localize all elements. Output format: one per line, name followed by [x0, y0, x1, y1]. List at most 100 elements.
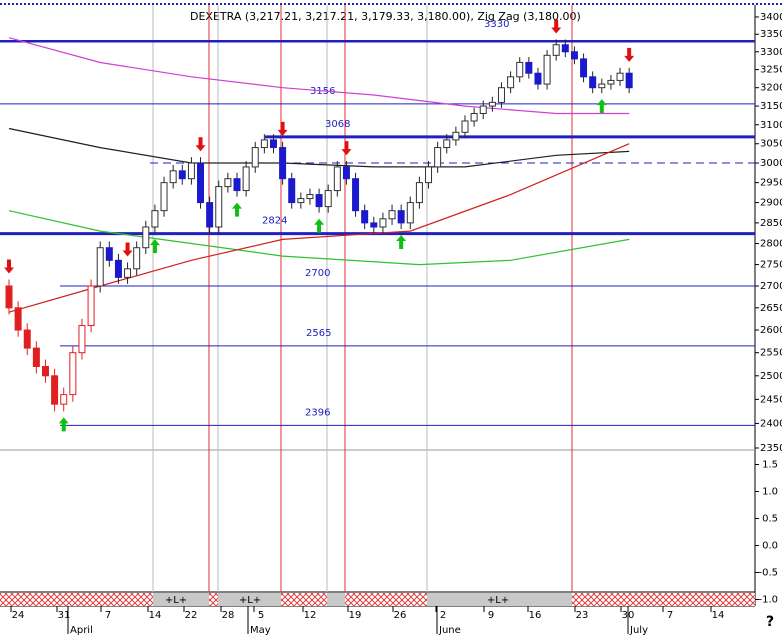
x-tick-label: 7	[105, 610, 111, 621]
ma-line	[8, 210, 630, 266]
candle-body	[260, 139, 268, 149]
candle-body	[516, 61, 524, 78]
candle-body	[552, 44, 560, 56]
candle-body	[589, 76, 597, 89]
cycle-strip	[0, 593, 755, 606]
buy-arrow	[232, 202, 242, 217]
y-tick-label: 2850	[760, 218, 782, 229]
y-tick-label: 2950	[760, 178, 782, 189]
buy-arrow	[149, 239, 160, 254]
strip-gray	[327, 593, 345, 606]
candle-body	[23, 329, 31, 349]
candle-body	[78, 325, 86, 354]
strip-gray	[218, 593, 281, 606]
chart-title: DEXETRA (3,217.21, 3,217.21, 3,179.33, 3…	[190, 10, 581, 23]
candle-body	[388, 210, 396, 220]
x-tick-label: 26	[394, 610, 407, 621]
x-tick-label: 14	[149, 610, 162, 621]
candle-body	[324, 190, 332, 208]
y-tick-label: 3000	[760, 158, 782, 169]
candle-body	[306, 194, 314, 200]
candle-body	[561, 44, 569, 53]
candle-body	[160, 182, 168, 212]
y2-tick-label: 0.5	[762, 514, 778, 525]
x-tick-label: 9	[488, 610, 494, 621]
candle-body	[580, 58, 588, 78]
y-tick-label: 3300	[760, 47, 782, 58]
y-tick-label: 2700	[760, 281, 782, 292]
x-tick-label: 16	[529, 610, 542, 621]
candle-body	[105, 247, 113, 261]
candle-body	[352, 178, 360, 212]
strip-label: +L+	[239, 595, 261, 606]
y-tick-label: 3100	[760, 120, 782, 131]
x-tick-label: 2	[440, 610, 446, 621]
y2-tick-label: 0.0	[762, 541, 778, 552]
candle-body	[607, 79, 615, 85]
candle-body	[197, 162, 205, 204]
y2-tick-label: 1.0	[762, 487, 778, 498]
y-tick-label: 2900	[760, 198, 782, 209]
candle-body	[169, 170, 177, 184]
candle-body	[479, 105, 487, 115]
x-tick-label: 7	[667, 610, 673, 621]
candle-body	[60, 394, 68, 405]
candle-body	[543, 54, 551, 85]
y-tick-label: 2450	[760, 394, 782, 405]
y-tick-label: 3050	[760, 139, 782, 150]
level-label: 3068	[325, 119, 350, 130]
strip-label: +L+	[487, 595, 509, 606]
candle-body	[96, 247, 104, 287]
x-tick-label: 22	[185, 610, 198, 621]
strip-gray	[153, 593, 209, 606]
month-label: April	[70, 625, 93, 636]
sell-arrow	[195, 137, 206, 152]
x-tick-label: 5	[258, 610, 264, 621]
candle-body	[461, 120, 469, 133]
y-tick-label: 2650	[760, 303, 782, 314]
y-tick-label: 2350	[760, 443, 782, 454]
level-label: 2824	[262, 216, 287, 227]
candle-body	[425, 166, 433, 184]
level-label: 3330	[484, 19, 509, 30]
x-tick-label: 12	[304, 610, 317, 621]
candle-body	[206, 202, 214, 228]
candle-body	[251, 147, 259, 168]
buy-arrow	[396, 235, 407, 250]
level-label: 2396	[305, 407, 330, 418]
candle-body	[625, 72, 633, 89]
candle-body	[124, 268, 132, 278]
candle-body	[87, 285, 95, 327]
candle-body	[370, 222, 378, 228]
x-tick-label: 28	[222, 610, 235, 621]
month-label: May	[250, 625, 271, 636]
strip-hatch	[572, 593, 755, 606]
sell-arrow	[624, 47, 635, 62]
candle-body	[178, 170, 186, 180]
candle-body	[397, 210, 405, 224]
candle-body	[507, 76, 515, 89]
candle-body	[488, 101, 496, 107]
candle-body	[224, 178, 232, 188]
candle-body	[570, 51, 578, 60]
candle-body	[315, 194, 323, 208]
x-tick-label: 19	[349, 610, 362, 621]
strip-gray	[427, 593, 572, 606]
candle-body	[406, 202, 414, 224]
candle-body	[525, 61, 533, 74]
sell-arrow	[4, 259, 14, 274]
candle-body	[269, 139, 277, 149]
candle-body	[333, 166, 341, 192]
level-label: 2700	[305, 268, 330, 279]
help-button[interactable]: ?	[766, 614, 774, 630]
y-tick-label: 3150	[760, 101, 782, 112]
candle-body	[434, 147, 442, 168]
y-tick-label: 2600	[760, 325, 782, 336]
x-tick-label: 24	[12, 610, 25, 621]
y-tick-label: 3250	[760, 65, 782, 76]
level-label: 2565	[306, 328, 331, 339]
y-tick-label: 2750	[760, 260, 782, 271]
x-tick-label: 23	[576, 610, 589, 621]
sell-arrow	[122, 242, 133, 257]
